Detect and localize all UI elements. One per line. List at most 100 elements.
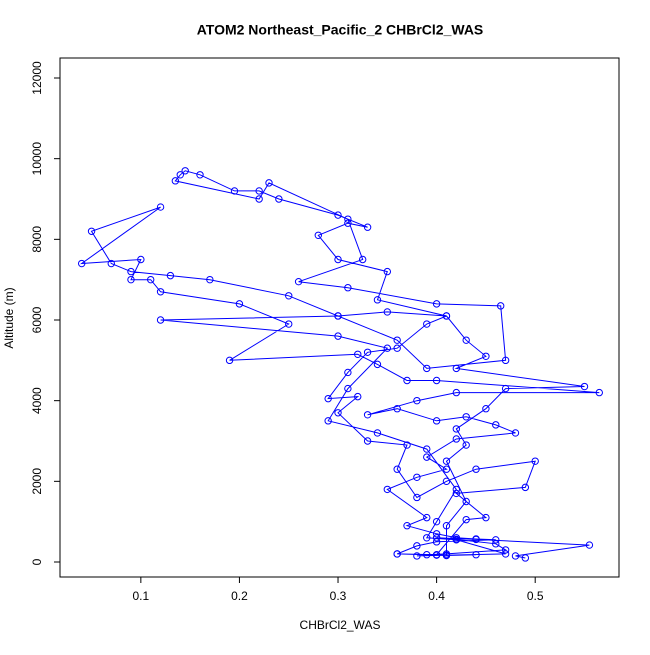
- data-point: [363, 223, 372, 231]
- x-tick-label: 0.5: [527, 589, 544, 603]
- data-point: [77, 259, 86, 268]
- data-point: [196, 171, 204, 179]
- data-point: [442, 465, 451, 473]
- data-point: [442, 477, 451, 486]
- data-point: [452, 489, 461, 498]
- data-point: [452, 534, 461, 542]
- y-tick-label: 4000: [30, 387, 44, 414]
- data-point: [501, 356, 510, 365]
- data-point: [413, 542, 421, 550]
- data-point: [127, 275, 135, 284]
- y-axis-label: Altitude (m): [2, 287, 16, 348]
- data-point: [171, 177, 180, 185]
- data-point: [423, 445, 431, 453]
- data-point: [452, 435, 461, 443]
- data-point: [423, 364, 431, 373]
- data-point: [482, 352, 490, 360]
- data-point: [393, 344, 401, 352]
- x-tick-label: 0.1: [132, 589, 149, 603]
- data-point: [595, 388, 603, 397]
- data-point: [166, 271, 175, 280]
- data-point: [442, 312, 451, 320]
- data-point: [393, 405, 401, 413]
- data-point: [127, 267, 135, 276]
- data-point: [580, 382, 589, 391]
- data-point: [393, 336, 401, 344]
- data-point: [294, 277, 303, 286]
- data-point: [358, 255, 367, 264]
- data-point: [383, 267, 392, 276]
- data-point: [432, 538, 441, 546]
- data-point: [482, 513, 490, 522]
- data-point: [501, 384, 510, 393]
- data-point: [492, 421, 500, 429]
- data-point: [255, 187, 263, 195]
- data-point: [452, 485, 461, 494]
- data-point: [373, 429, 382, 437]
- data-point: [344, 219, 352, 227]
- data-point: [176, 171, 184, 179]
- data-point: [472, 465, 480, 473]
- data-point: [452, 364, 461, 373]
- data-point: [363, 411, 372, 419]
- data-point: [255, 195, 263, 203]
- plot-frame: [59, 57, 620, 578]
- data-point: [383, 308, 392, 316]
- data-point: [137, 255, 145, 264]
- data-point: [373, 360, 382, 369]
- data-point: [354, 392, 362, 401]
- x-tick-label: 0.2: [231, 589, 248, 603]
- data-point: [492, 536, 500, 544]
- data-point: [521, 483, 530, 492]
- data-point: [432, 300, 441, 308]
- data-point: [496, 302, 505, 310]
- data-point: [285, 292, 293, 300]
- data-point: [432, 517, 441, 526]
- y-tick-label: 6000: [30, 306, 44, 333]
- data-point: [156, 288, 165, 296]
- x-tick-label: 0.4: [428, 589, 445, 603]
- data-point: [393, 465, 401, 473]
- data-point: [462, 413, 470, 421]
- data-point: [413, 396, 421, 405]
- data-point: [432, 551, 441, 559]
- data-point: [334, 255, 342, 264]
- data-point: [423, 551, 431, 559]
- y-tick-label: 0: [30, 558, 44, 565]
- data-point: [275, 195, 283, 203]
- x-tick-label: 0.3: [330, 589, 347, 603]
- data-point: [442, 521, 451, 530]
- data-point: [383, 344, 392, 352]
- data-point: [206, 275, 214, 284]
- data-point: [423, 453, 431, 461]
- y-tick-label: 8000: [30, 226, 44, 253]
- data-point: [452, 388, 461, 397]
- data-point: [403, 376, 411, 385]
- x-axis-label: CHBrCl2_WAS: [300, 618, 381, 632]
- data-point: [492, 540, 500, 548]
- data-point: [403, 521, 411, 530]
- data-point: [501, 546, 510, 554]
- data-point: [344, 384, 352, 393]
- data-point: [265, 179, 273, 187]
- data-point: [334, 332, 342, 340]
- data-point: [413, 473, 421, 481]
- data-point: [344, 368, 352, 377]
- data-point: [225, 356, 234, 365]
- data-point: [324, 417, 332, 425]
- y-tick-label: 2000: [30, 468, 44, 495]
- data-point: [423, 534, 431, 542]
- data-point: [334, 312, 342, 320]
- data-point: [156, 316, 165, 324]
- data-point: [511, 429, 520, 437]
- data-point: [413, 552, 421, 560]
- data-point: [314, 231, 323, 240]
- data-point: [230, 187, 239, 195]
- data-point: [432, 530, 441, 538]
- data-point: [521, 554, 530, 562]
- data-point: [462, 336, 470, 344]
- data-point: [452, 425, 461, 433]
- data-point: [235, 300, 244, 308]
